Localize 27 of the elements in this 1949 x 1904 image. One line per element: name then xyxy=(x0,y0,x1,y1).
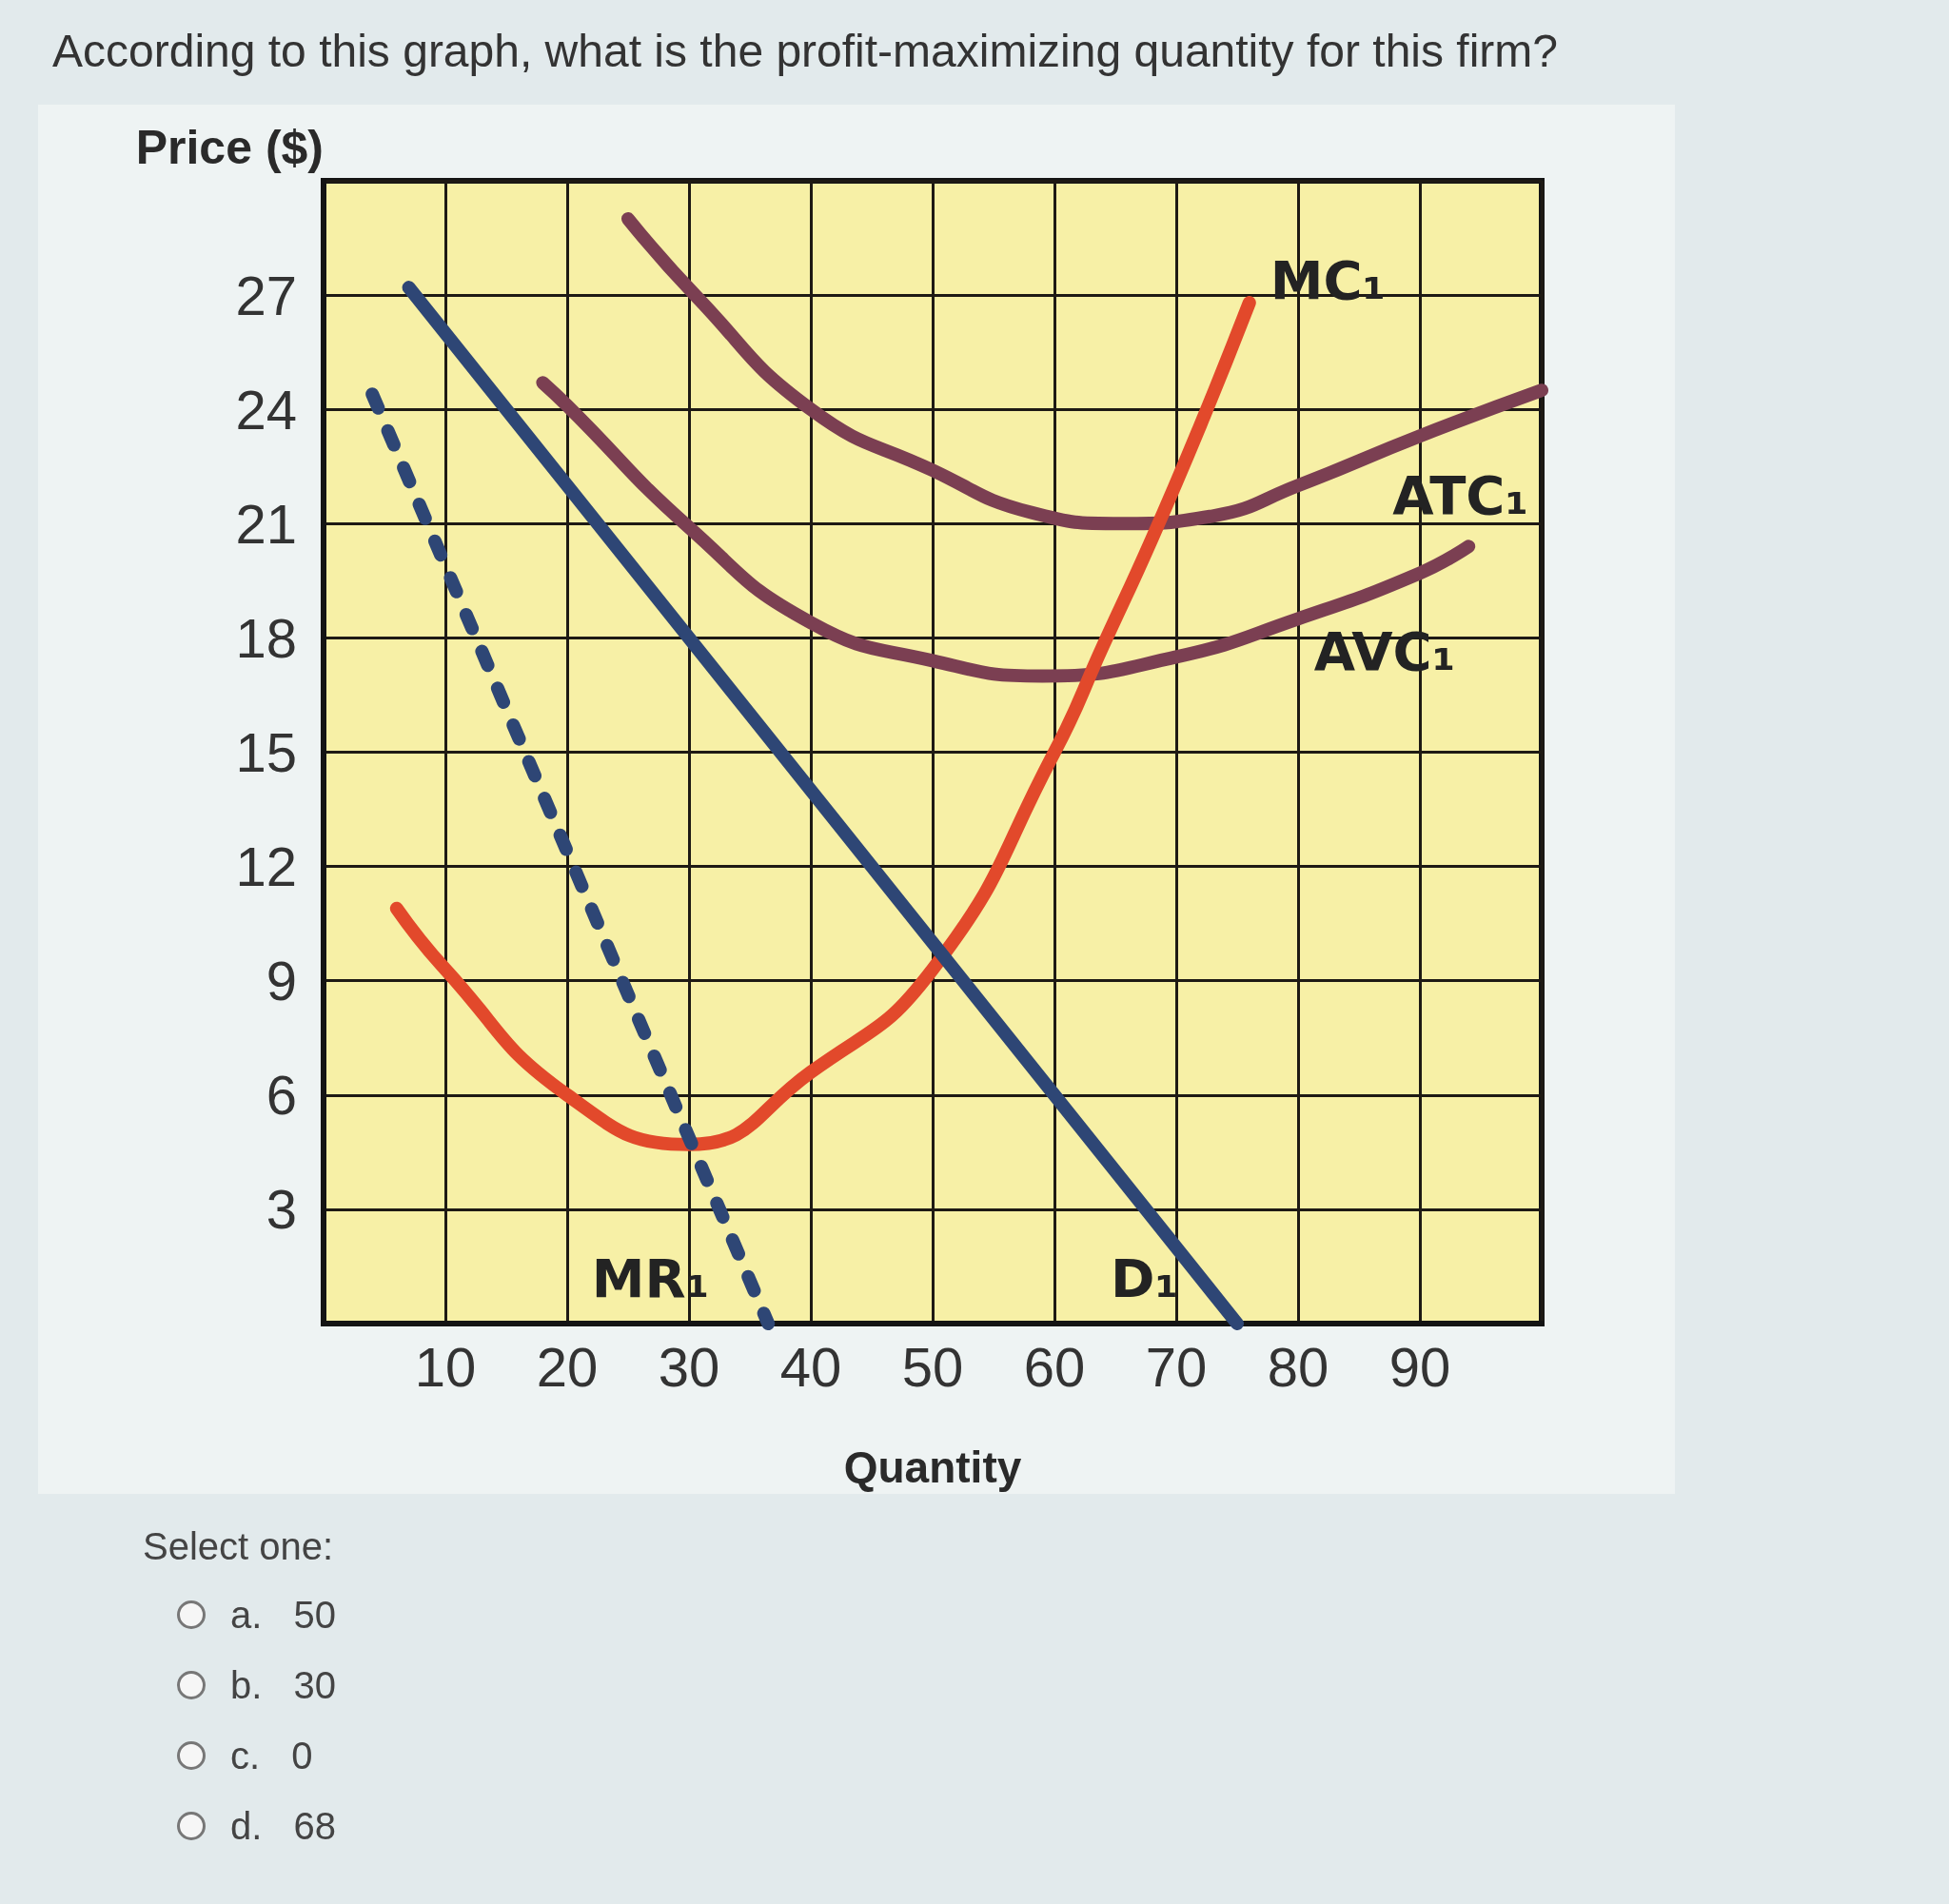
y-tick-label: 12 xyxy=(235,835,297,898)
x-tick-label: 60 xyxy=(1023,1335,1086,1398)
text: b. 30 xyxy=(230,1663,336,1707)
y-tick-label: 6 xyxy=(266,1064,297,1127)
y-tick-label: 15 xyxy=(235,721,297,783)
y-tick-label: 3 xyxy=(266,1178,297,1241)
series-label: D₁ xyxy=(1110,1246,1178,1309)
y-tick-label: 21 xyxy=(235,492,297,555)
text: c. 0 xyxy=(230,1734,313,1777)
x-tick-label: 90 xyxy=(1388,1335,1451,1398)
x-tick-label: 10 xyxy=(414,1335,477,1398)
x-tick-label: 70 xyxy=(1145,1335,1208,1398)
text: d. 68 xyxy=(230,1804,336,1848)
y-tick-label: 9 xyxy=(266,950,297,1012)
y-tick-label: 27 xyxy=(235,264,297,326)
y-tick-label: 24 xyxy=(235,378,297,441)
y-axis-title: Price ($) xyxy=(135,121,324,174)
x-tick-label: 50 xyxy=(901,1335,964,1398)
text: a. 50 xyxy=(230,1593,336,1637)
x-axis-title: Quantity xyxy=(843,1443,1022,1492)
x-tick-label: 30 xyxy=(658,1335,720,1398)
x-tick-label: 40 xyxy=(779,1335,842,1398)
y-tick-label: 18 xyxy=(235,606,297,669)
text: Select one: xyxy=(143,1524,335,1569)
x-tick-label: 20 xyxy=(536,1335,599,1398)
x-tick-label: 80 xyxy=(1267,1335,1329,1398)
chart-title: According to this graph, what is the profit-maximizing quantity for this firm? xyxy=(52,25,1558,77)
